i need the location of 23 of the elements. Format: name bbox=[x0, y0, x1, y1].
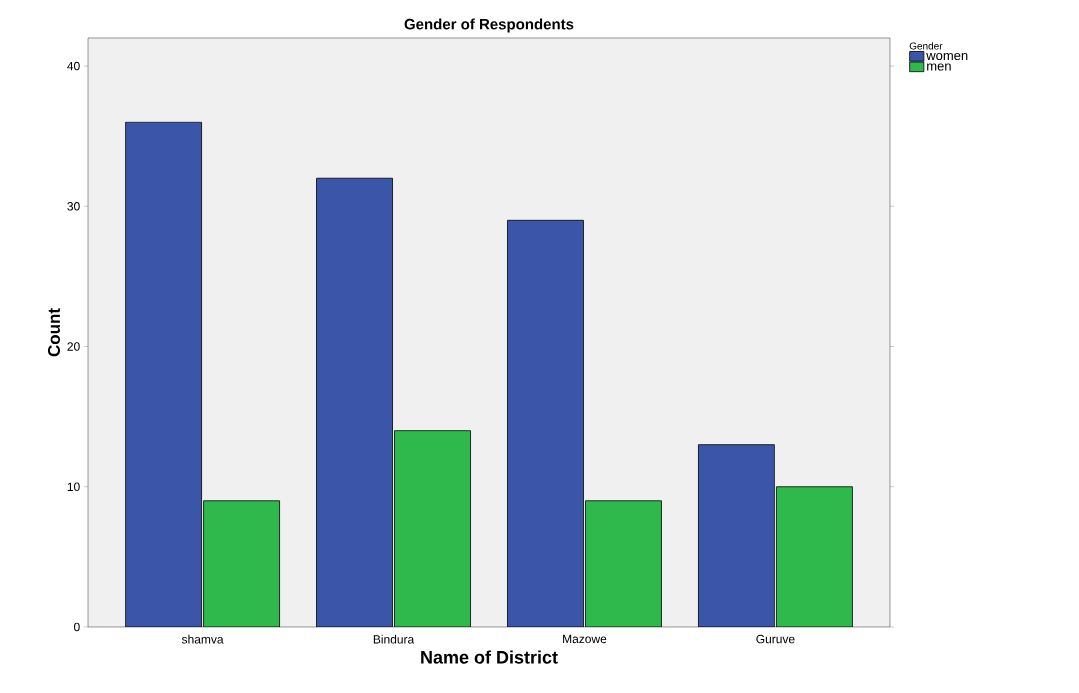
bar bbox=[776, 486, 853, 627]
y-tick-label: 30 bbox=[67, 202, 80, 211]
y-axis-title: Count bbox=[47, 308, 60, 357]
y-tick-label: 0 bbox=[74, 622, 80, 632]
y-tick-label: 40 bbox=[67, 61, 80, 71]
x-tick-label: Guruve bbox=[756, 634, 795, 644]
bar bbox=[507, 219, 584, 627]
bar bbox=[394, 430, 471, 627]
x-tick-label: Mazowe bbox=[563, 634, 607, 644]
x-axis-title: Name of District bbox=[421, 650, 558, 664]
x-tick-label: Bindura bbox=[373, 634, 415, 644]
chart-title: Gender of Respondents bbox=[404, 18, 574, 33]
bar bbox=[585, 500, 662, 627]
legend-label: men bbox=[927, 63, 951, 71]
bar bbox=[316, 177, 393, 627]
y-tick-label: 10 bbox=[67, 482, 80, 491]
bar bbox=[698, 444, 775, 627]
bar bbox=[203, 500, 280, 627]
x-tick-label: shamva bbox=[181, 634, 224, 644]
y-tick-label: 20 bbox=[67, 342, 80, 351]
legend-label: women bbox=[926, 52, 968, 61]
legend-title: Gender bbox=[909, 42, 943, 50]
bar bbox=[125, 122, 202, 627]
